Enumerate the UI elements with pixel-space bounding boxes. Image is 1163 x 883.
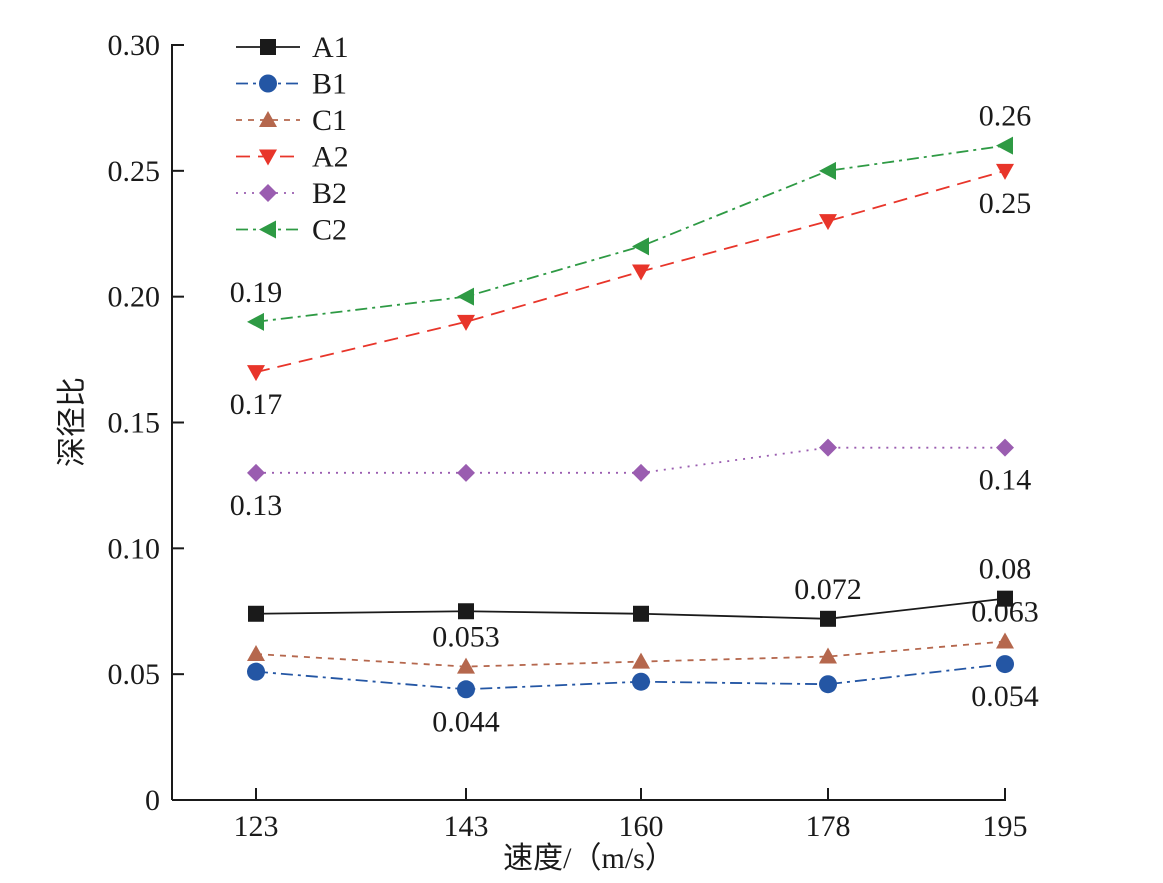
data-point-b1 (247, 662, 265, 681)
data-point-c2 (996, 136, 1013, 155)
data-point-b2 (457, 463, 475, 482)
data-point-c1 (632, 652, 650, 669)
legend-marker (259, 74, 277, 93)
data-point-c1 (457, 657, 475, 674)
legend-label: A1 (312, 31, 349, 64)
data-point-b2 (632, 463, 650, 482)
data-point-c1 (247, 645, 265, 662)
series-line-a2 (255, 169, 1006, 374)
data-point-b2 (996, 438, 1014, 457)
x-tick-label: 123 (234, 810, 279, 843)
legend-marker (259, 220, 276, 239)
data-label: 0.044 (432, 705, 500, 738)
data-point-b1 (819, 675, 837, 694)
legend-marker (259, 184, 277, 202)
data-label: 0.08 (979, 553, 1032, 586)
legend-item-a2: A2 (236, 141, 349, 174)
y-tick-label: 0.05 (108, 658, 161, 691)
data-label: 0.054 (971, 680, 1039, 713)
data-point-b1 (632, 672, 650, 691)
x-tick-label: 160 (619, 810, 664, 843)
legend-marker (260, 39, 276, 55)
legend-label: A2 (312, 141, 349, 174)
y-tick-label: 0 (145, 784, 160, 817)
legend-item-a1: A1 (236, 31, 349, 64)
data-point-b1 (996, 655, 1014, 674)
legend-marker (259, 149, 277, 166)
series-c2 (247, 136, 1013, 331)
data-point-a1 (458, 603, 474, 620)
series-a1 (248, 590, 1013, 627)
data-point-c2 (247, 312, 264, 331)
data-labels: 0.19 0.17 0.26 0.25 0.13 0.14 0.08 0.072 0.053 0.… (230, 100, 1039, 739)
data-point-b2 (819, 438, 837, 457)
data-label: 0.063 (971, 595, 1039, 628)
series-a2 (247, 163, 1014, 382)
data-point-a1 (633, 605, 649, 622)
data-label: 0.17 (230, 388, 283, 421)
series-line-c1 (255, 640, 1006, 668)
x-axis-title: 速度/（m/s） (503, 842, 675, 875)
data-label: 0.26 (979, 100, 1032, 133)
data-point-a1 (248, 605, 264, 622)
series-line-c2 (255, 144, 1006, 323)
y-axis-title: 深径比 (56, 377, 89, 467)
data-label: 0.053 (432, 621, 500, 654)
data-point-a2 (819, 214, 837, 231)
data-point-a2 (457, 314, 475, 331)
data-point-a1 (820, 610, 836, 627)
data-label: 0.25 (979, 187, 1032, 220)
data-label: 0.13 (230, 489, 283, 522)
legend-marker (259, 111, 277, 127)
data-point-c1 (996, 632, 1014, 649)
series-line-a1 (255, 597, 1006, 620)
y-tick-label: 0.20 (108, 281, 161, 314)
legend-item-c2: C2 (236, 214, 347, 247)
legend-label: B1 (312, 68, 347, 101)
y-tick-label: 0.10 (108, 532, 161, 565)
data-point-b1 (457, 680, 475, 699)
data-point-b2 (247, 463, 265, 482)
legend-item-c1: C1 (236, 104, 347, 137)
y-tick-label: 0.25 (108, 155, 161, 188)
data-point-c2 (632, 237, 649, 256)
series-line-b2 (256, 446, 1005, 474)
series-c1 (247, 632, 1014, 674)
data-point-a1 (997, 590, 1013, 607)
legend-label: C1 (312, 104, 347, 137)
x-tick-label: 195 (983, 810, 1028, 843)
legend-item-b2: B2 (236, 177, 347, 210)
series-b1 (247, 655, 1014, 699)
data-point-a2 (632, 264, 650, 281)
series-line-b1 (255, 663, 1006, 691)
legend-label: C2 (312, 214, 347, 247)
axes: 0 0.05 0.10 0.15 0.20 0.25 0.30 123 143 160 178 195 (108, 29, 1028, 843)
data-point-c2 (457, 287, 474, 306)
legend-item-b1: B1 (236, 68, 347, 101)
data-label: 0.072 (794, 573, 862, 606)
data-point-c1 (819, 647, 837, 664)
legend-label: B2 (312, 177, 347, 210)
y-tick-label: 0.30 (108, 29, 161, 62)
y-tick-label: 0.15 (108, 407, 161, 440)
x-tick-label: 143 (444, 810, 489, 843)
data-point-a2 (996, 163, 1014, 180)
series-b2 (247, 438, 1014, 482)
data-point-c2 (819, 161, 836, 180)
series-layer (247, 136, 1014, 699)
data-label: 0.14 (979, 464, 1032, 497)
data-label: 0.19 (230, 276, 283, 309)
data-point-a2 (247, 365, 265, 382)
x-tick-label: 178 (806, 810, 851, 843)
